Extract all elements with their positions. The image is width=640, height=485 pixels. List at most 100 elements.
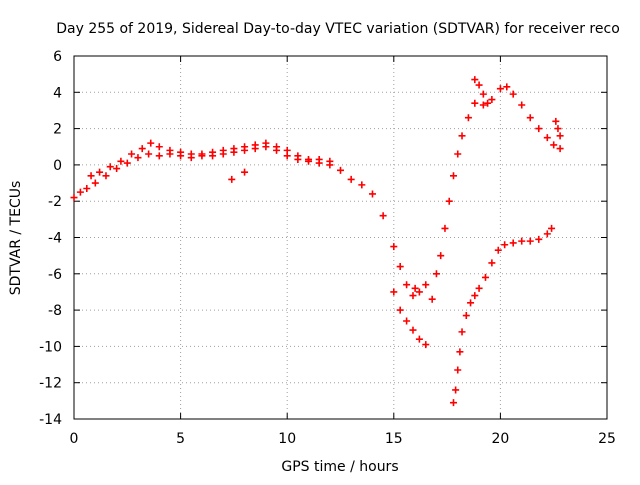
data-point <box>358 181 366 189</box>
data-point <box>396 306 404 314</box>
data-point <box>166 146 174 154</box>
data-point <box>509 239 517 247</box>
data-point <box>403 281 411 289</box>
y-tick-label: -12 <box>39 376 62 392</box>
data-point <box>102 172 110 180</box>
y-tick-label: 2 <box>53 122 62 138</box>
data-point <box>535 125 543 133</box>
data-point <box>155 152 163 160</box>
data-point <box>76 188 84 196</box>
data-point <box>535 235 543 243</box>
data-point <box>437 252 445 260</box>
data-point <box>209 148 217 156</box>
data-point <box>422 281 430 289</box>
series-upper-band <box>87 139 334 180</box>
data-point <box>396 263 404 271</box>
data-point <box>518 237 526 245</box>
data-point <box>441 224 449 232</box>
data-layer <box>70 76 564 407</box>
data-point <box>145 150 153 158</box>
data-point <box>241 143 249 151</box>
data-point <box>503 83 511 91</box>
data-point <box>543 134 551 142</box>
data-point <box>543 230 551 238</box>
data-point <box>147 139 155 147</box>
data-point <box>464 114 472 122</box>
x-tick-label: 20 <box>491 431 509 447</box>
y-tick-labels: -14 -12 -10 -8 -6 -4 -2 0 2 4 6 <box>39 49 62 428</box>
data-point <box>251 141 259 149</box>
data-point <box>379 212 387 220</box>
y-tick-label: -8 <box>48 303 62 319</box>
data-point <box>475 284 483 292</box>
series-recovery-track <box>449 224 556 407</box>
data-point <box>458 132 466 140</box>
data-point <box>409 326 417 334</box>
data-point <box>305 155 313 163</box>
data-point <box>462 312 470 320</box>
data-point <box>230 145 238 153</box>
x-tick-label: 10 <box>278 431 296 447</box>
data-point <box>315 155 323 163</box>
data-point <box>475 81 483 89</box>
data-point <box>219 146 227 154</box>
data-point <box>187 150 195 158</box>
data-point <box>70 194 78 202</box>
data-point <box>496 85 504 93</box>
data-point <box>390 243 398 251</box>
y-tick-label: -4 <box>48 231 62 247</box>
data-point <box>556 132 564 140</box>
series-upper-spike <box>471 76 492 107</box>
data-point <box>337 166 344 174</box>
data-point <box>467 299 475 307</box>
data-point <box>445 197 453 205</box>
data-point <box>198 150 206 158</box>
data-point <box>550 141 558 149</box>
data-point <box>262 139 270 147</box>
y-tick-label: 0 <box>53 158 62 174</box>
data-point <box>177 148 185 156</box>
data-point <box>488 259 496 267</box>
data-point <box>134 154 142 162</box>
data-point <box>471 99 479 107</box>
chart-title: Day 255 of 2019, Sidereal Day-to-day VTE… <box>56 21 620 37</box>
x-tick-labels: 0 5 10 15 20 25 <box>70 431 616 447</box>
data-point <box>294 152 302 160</box>
data-point <box>449 399 457 407</box>
data-point <box>479 101 487 109</box>
data-point <box>409 292 417 300</box>
grid-layer <box>74 56 607 419</box>
data-point <box>526 237 534 245</box>
data-point <box>422 341 430 349</box>
data-point <box>456 348 464 356</box>
data-point <box>452 386 460 394</box>
data-point <box>518 101 526 109</box>
series-end-segment <box>552 117 564 140</box>
data-point <box>432 270 440 278</box>
y-tick-label: -6 <box>48 267 62 283</box>
data-point <box>113 165 121 173</box>
data-point <box>454 150 462 158</box>
data-point <box>548 224 556 232</box>
data-point <box>128 150 136 158</box>
data-point <box>471 292 479 300</box>
data-point <box>123 159 131 167</box>
data-point <box>138 145 146 153</box>
y-tick-label: -2 <box>48 194 62 210</box>
data-point <box>415 288 423 296</box>
series-low-branch <box>390 288 430 349</box>
data-point <box>471 76 479 84</box>
data-point <box>484 99 492 107</box>
data-point <box>91 179 99 187</box>
data-point <box>509 90 517 98</box>
y-tick-label: -14 <box>39 412 62 428</box>
data-point <box>96 168 104 176</box>
y-tick-label: 6 <box>53 49 62 65</box>
data-point <box>552 117 560 125</box>
y-tick-label: -10 <box>39 339 62 355</box>
data-point <box>155 143 163 151</box>
x-tick-label: 5 <box>176 431 185 447</box>
x-tick-label: 15 <box>385 431 403 447</box>
